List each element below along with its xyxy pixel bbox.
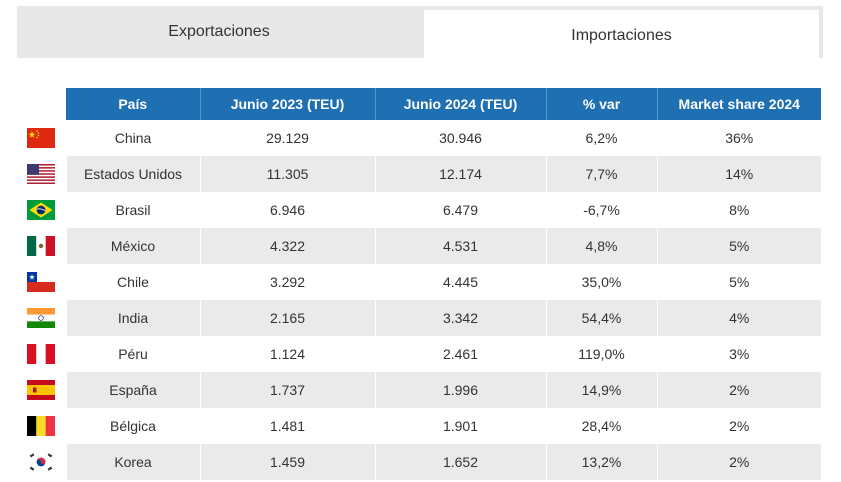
- cell-var: 13,2%: [545, 444, 657, 480]
- cell-market-share: 14%: [656, 156, 821, 192]
- cell-junio-2023: 29.129: [199, 120, 375, 156]
- cell-pais: Péru: [65, 336, 200, 372]
- flag-cell: [17, 372, 66, 408]
- table-row: México 4.322 4.531 4,8% 5%: [17, 228, 821, 264]
- table-row: Brasil 6.946 6.479 -6,7% 8%: [17, 192, 821, 228]
- mexico-flag-icon: [27, 236, 56, 256]
- flag-cell: [17, 228, 66, 264]
- cell-var: 4,8%: [545, 228, 657, 264]
- cell-junio-2024: 6.479: [374, 192, 546, 228]
- table-row: Korea 1.459 1.652 13,2% 2%: [17, 444, 821, 480]
- flag-cell: [17, 264, 66, 300]
- usa-flag-icon: [27, 164, 56, 184]
- korea-flag-icon: [27, 452, 56, 472]
- cell-market-share: 3%: [656, 336, 821, 372]
- cell-var: 35,0%: [545, 264, 657, 300]
- chile-flag-icon: [27, 272, 56, 292]
- cell-junio-2023: 1.481: [199, 408, 375, 444]
- imports-table: País Junio 2023 (TEU) Junio 2024 (TEU) %…: [17, 88, 821, 480]
- table-header-row: País Junio 2023 (TEU) Junio 2024 (TEU) %…: [17, 88, 821, 120]
- cell-market-share: 4%: [656, 300, 821, 336]
- flag-cell: [17, 120, 66, 156]
- cell-junio-2024: 1.996: [374, 372, 546, 408]
- cell-pais: Chile: [65, 264, 200, 300]
- flag-cell: [17, 300, 66, 336]
- cell-junio-2024: 1.901: [374, 408, 546, 444]
- flag-cell: [17, 336, 66, 372]
- flag-cell: [17, 444, 66, 480]
- cell-market-share: 5%: [656, 228, 821, 264]
- cell-pais: Brasil: [65, 192, 200, 228]
- cell-junio-2023: 3.292: [199, 264, 375, 300]
- table-row: Bélgica 1.481 1.901 28,4% 2%: [17, 408, 821, 444]
- flag-cell: [17, 192, 66, 228]
- cell-junio-2023: 4.322: [199, 228, 375, 264]
- cell-market-share: 2%: [656, 408, 821, 444]
- flag-cell: [17, 156, 66, 192]
- column-header-junio-2024: Junio 2024 (TEU): [374, 88, 546, 120]
- cell-junio-2024: 4.531: [374, 228, 546, 264]
- flag-cell: [17, 408, 66, 444]
- cell-pais: Bélgica: [65, 408, 200, 444]
- column-header-pais: País: [66, 88, 200, 120]
- cell-market-share: 8%: [656, 192, 821, 228]
- cell-pais: Korea: [65, 444, 200, 480]
- table-row: India 2.165 3.342 54,4% 4%: [17, 300, 821, 336]
- cell-junio-2023: 2.165: [199, 300, 375, 336]
- table-row: Chile 3.292 4.445 35,0% 5%: [17, 264, 821, 300]
- flag-column-header: [17, 88, 66, 120]
- cell-junio-2024: 12.174: [374, 156, 546, 192]
- cell-junio-2024: 30.946: [374, 120, 546, 156]
- tab-bar: Exportaciones Importaciones: [17, 6, 823, 62]
- column-header-junio-2023: Junio 2023 (TEU): [199, 88, 375, 120]
- cell-junio-2023: 1.737: [199, 372, 375, 408]
- cell-market-share: 36%: [656, 120, 821, 156]
- cell-var: 54,4%: [545, 300, 657, 336]
- table-row: España 1.737 1.996 14,9% 2%: [17, 372, 821, 408]
- cell-var: 14,9%: [545, 372, 657, 408]
- india-flag-icon: [27, 308, 56, 328]
- cell-junio-2023: 1.459: [199, 444, 375, 480]
- cell-var: 6,2%: [545, 120, 657, 156]
- china-flag-icon: [27, 128, 56, 148]
- cell-junio-2023: 1.124: [199, 336, 375, 372]
- table-row: Péru 1.124 2.461 119,0% 3%: [17, 336, 821, 372]
- cell-pais: Estados Unidos: [65, 156, 200, 192]
- cell-pais: México: [65, 228, 200, 264]
- cell-var: 119,0%: [545, 336, 657, 372]
- cell-junio-2023: 11.305: [199, 156, 375, 192]
- spain-flag-icon: [27, 380, 56, 400]
- cell-junio-2024: 4.445: [374, 264, 546, 300]
- cell-var: 7,7%: [545, 156, 657, 192]
- cell-pais: España: [65, 372, 200, 408]
- tab-importaciones[interactable]: Importaciones: [424, 10, 819, 62]
- table-row: China 29.129 30.946 6,2% 36%: [17, 120, 821, 156]
- cell-junio-2024: 3.342: [374, 300, 546, 336]
- cell-market-share: 2%: [656, 372, 821, 408]
- cell-junio-2024: 1.652: [374, 444, 546, 480]
- cell-junio-2023: 6.946: [199, 192, 375, 228]
- cell-junio-2024: 2.461: [374, 336, 546, 372]
- cell-var: 28,4%: [545, 408, 657, 444]
- peru-flag-icon: [27, 344, 56, 364]
- brazil-flag-icon: [27, 200, 56, 220]
- cell-market-share: 2%: [656, 444, 821, 480]
- cell-pais: China: [65, 120, 200, 156]
- column-header-var: % var: [545, 88, 657, 120]
- cell-var: -6,7%: [545, 192, 657, 228]
- cell-pais: India: [65, 300, 200, 336]
- tab-exportaciones[interactable]: Exportaciones: [168, 23, 270, 40]
- column-header-market-share: Market share 2024: [656, 88, 821, 120]
- cell-market-share: 5%: [656, 264, 821, 300]
- table-row: Estados Unidos 11.305 12.174 7,7% 14%: [17, 156, 821, 192]
- belgium-flag-icon: [27, 416, 56, 436]
